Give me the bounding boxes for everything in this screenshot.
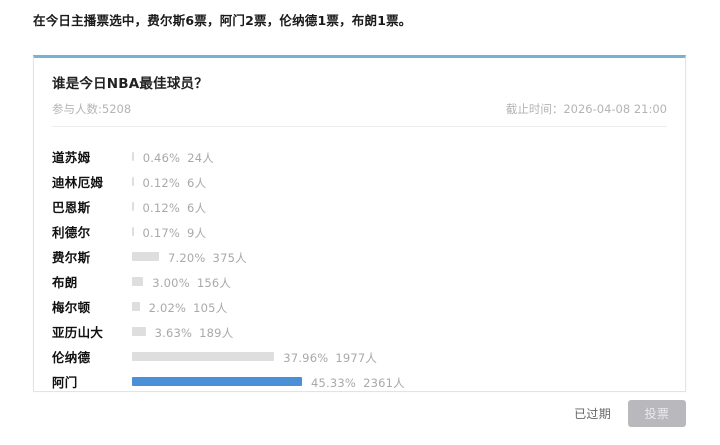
participant-count: 参与人数:5208 (52, 102, 132, 116)
poll-option-meta: 0.46% 24人 (143, 150, 214, 166)
poll-meta-row: 参与人数:5208 截止时间：2026-04-08 21:00 (52, 101, 667, 117)
poll-card: 谁是今日NBA最佳球员？ 参与人数:5208 截止时间：2026-04-08 2… (33, 55, 686, 392)
page-title: 谁是今日NBA最佳球员？ (52, 76, 208, 92)
poll-option-row[interactable]: 道苏姆 0.46% 24人 (52, 144, 667, 169)
poll-option-row[interactable]: 迪林厄姆 0.12% 6人 (52, 169, 667, 194)
poll-option-percent: 0.46% (142, 151, 181, 165)
poll-option-votes: 189人 (199, 326, 234, 340)
poll-option-label: 阿门 (52, 375, 78, 390)
poll-option-label: 道苏姆 (52, 150, 91, 165)
poll-option-row[interactable]: 阿门 45.33% 2361人 (52, 369, 667, 394)
intro-text: 在今日主播票选中，费尔斯6票，阿门2票，伦纳德1票，布朗1票。 (33, 13, 412, 28)
poll-option-votes: 105人 (193, 301, 228, 315)
poll-option-votes: 1977人 (335, 351, 378, 365)
poll-option-meta: 0.17% 9人 (143, 225, 207, 241)
poll-option-label: 布朗 (52, 275, 78, 290)
poll-option-row[interactable]: 巴恩斯 0.12% 6人 (52, 194, 667, 219)
poll-option-bar-fill (132, 227, 134, 236)
poll-footer: 已过期 投票 (33, 396, 686, 430)
poll-option-meta: 0.12% 6人 (143, 200, 207, 216)
poll-option-bar-track: 0.46% 24人 (132, 151, 512, 165)
poll-option-meta: 3.00% 156人 (152, 275, 231, 291)
poll-option-percent: 0.12% (142, 201, 181, 215)
poll-option-bar-track: 45.33% 2361人 (132, 376, 512, 390)
poll-options-list: 道苏姆 0.46% 24人 迪林厄姆 0.12% 6人 巴恩斯 0.12% 6人 利德尔 0.17%… (34, 144, 685, 394)
poll-header: 谁是今日NBA最佳球员？ 参与人数:5208 截止时间：2026-04-08 2… (34, 58, 685, 124)
poll-option-row[interactable]: 布朗 3.00% 156人 (52, 269, 667, 294)
poll-option-bar-fill (132, 377, 302, 386)
poll-option-bar-track: 0.12% 6人 (132, 176, 512, 190)
poll-option-percent: 7.20% (168, 251, 206, 265)
poll-option-bar-fill (132, 177, 134, 186)
poll-option-bar-fill (132, 152, 134, 161)
poll-option-votes: 2361人 (363, 376, 405, 390)
poll-option-votes: 375人 (212, 251, 247, 265)
poll-option-bar-track: 7.20% 375人 (132, 251, 512, 265)
poll-option-meta: 3.63% 189人 (155, 325, 234, 341)
poll-option-row[interactable]: 梅尔顿 2.02% 105人 (52, 294, 667, 319)
poll-option-votes: 6人 (187, 176, 207, 190)
poll-option-bar-fill (132, 302, 140, 311)
poll-option-row[interactable]: 伦纳德 37.96% 1977人 (52, 344, 667, 369)
poll-option-row[interactable]: 亚历山大 3.63% 189人 (52, 319, 667, 344)
poll-option-label: 梅尔顿 (52, 300, 91, 315)
poll-option-label: 费尔斯 (52, 250, 91, 265)
poll-option-votes: 6人 (187, 201, 207, 215)
poll-option-votes: 9人 (187, 226, 207, 240)
poll-option-bar-track: 3.63% 189人 (132, 326, 512, 340)
poll-option-percent: 0.17% (142, 226, 181, 240)
poll-option-row[interactable]: 利德尔 0.17% 9人 (52, 219, 667, 244)
poll-option-bar-track: 0.12% 6人 (132, 201, 512, 215)
poll-option-label: 巴恩斯 (52, 200, 91, 215)
poll-option-percent: 0.12% (142, 176, 181, 190)
poll-option-percent: 45.33% (311, 376, 357, 390)
poll-option-bar-fill (132, 252, 159, 261)
poll-option-percent: 3.63% (154, 326, 193, 340)
header-divider (52, 126, 667, 127)
poll-option-votes: 24人 (187, 151, 214, 165)
poll-option-meta: 0.12% 6人 (143, 175, 207, 191)
poll-option-bar-fill (132, 327, 146, 336)
poll-option-label: 迪林厄姆 (52, 175, 104, 190)
poll-option-bar-track: 37.96% 1977人 (132, 351, 512, 365)
poll-option-meta: 45.33% 2361人 (311, 375, 405, 391)
status-badge: 已过期 (574, 406, 611, 421)
poll-option-bar-track: 2.02% 105人 (132, 301, 512, 315)
poll-option-bar-track: 0.17% 9人 (132, 226, 512, 240)
poll-option-percent: 2.02% (148, 301, 187, 315)
poll-option-votes: 156人 (196, 276, 232, 290)
poll-option-bar-fill (132, 352, 275, 361)
poll-option-label: 伦纳德 (52, 350, 91, 365)
poll-option-bar-fill (132, 277, 144, 286)
poll-option-row[interactable]: 费尔斯 7.20% 375人 (52, 244, 667, 269)
poll-option-label: 利德尔 (52, 225, 91, 240)
deadline-label: 截止时间：2026-04-08 21:00 (505, 102, 667, 116)
poll-option-bar-track: 3.00% 156人 (132, 276, 512, 290)
poll-option-meta: 7.20% 375人 (168, 250, 247, 266)
poll-option-label: 亚历山大 (52, 325, 104, 340)
poll-option-bar-fill (132, 202, 134, 211)
poll-option-meta: 37.96% 1977人 (283, 350, 377, 366)
poll-option-percent: 37.96% (283, 351, 329, 365)
poll-option-percent: 3.00% (152, 276, 190, 290)
vote-button[interactable]: 投票 (628, 399, 686, 427)
poll-option-meta: 2.02% 105人 (149, 300, 228, 316)
